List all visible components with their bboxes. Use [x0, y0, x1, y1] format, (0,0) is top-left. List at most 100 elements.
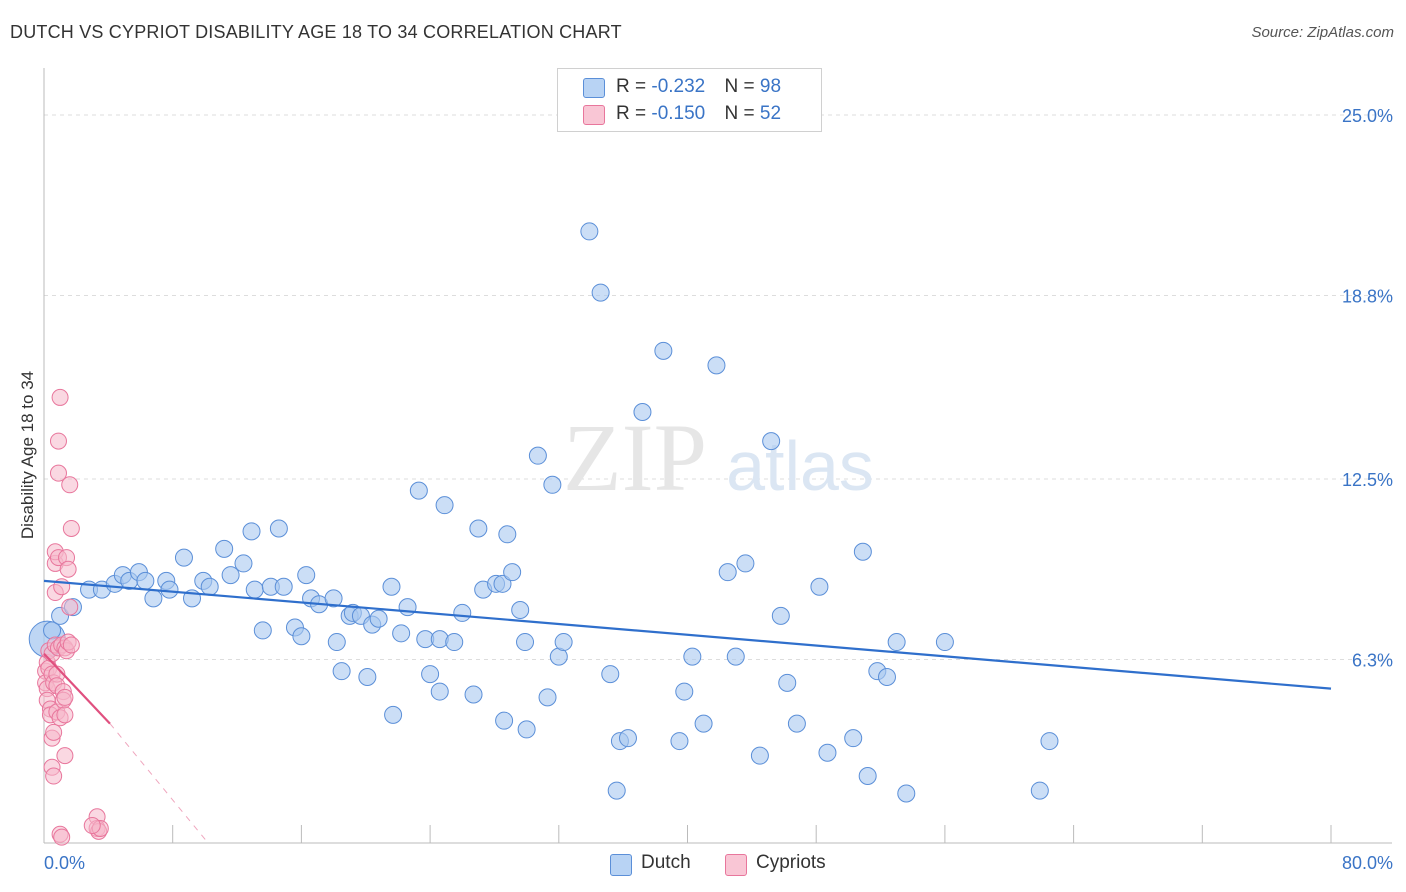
cypriots-point — [51, 388, 69, 406]
trend-lines — [43, 579, 1332, 844]
dutch-point — [858, 767, 877, 786]
dutch-point — [726, 647, 745, 666]
source-credit: Source: ZipAtlas.com — [1251, 24, 1394, 41]
dutch-point — [498, 525, 517, 544]
dutch-point — [543, 475, 562, 494]
cypriots-point — [56, 747, 74, 765]
dutch-point — [493, 574, 512, 593]
dutch-point — [750, 746, 769, 765]
dutch-point — [242, 522, 261, 541]
dutch-point — [435, 496, 454, 515]
y-tick-label: 12.5% — [1342, 470, 1393, 490]
dutch-point — [618, 729, 637, 748]
legend-cypriots-label: Cypriots — [756, 852, 826, 873]
dutch-point — [382, 577, 401, 596]
dutch-point — [253, 621, 272, 640]
cypriots-trend-extension — [109, 723, 209, 844]
dutch-point — [215, 539, 234, 558]
dutch-point — [778, 673, 797, 692]
x-tick-label-min: 0.0% — [44, 853, 85, 873]
dutch-point — [654, 341, 673, 360]
dutch-point — [398, 598, 417, 617]
dutch-point — [464, 685, 483, 704]
legend-cypriots-swatch — [725, 854, 747, 876]
cypriots-n-label: N = — [724, 103, 760, 124]
dutch-point — [327, 633, 346, 652]
dutch-point — [736, 554, 755, 573]
cypriots-point — [83, 817, 101, 835]
dutch-point — [633, 402, 652, 421]
dutch-point — [292, 627, 311, 646]
watermark-zip: ZIP — [563, 404, 707, 511]
axis-ticks — [43, 825, 1332, 843]
dutch-point — [511, 601, 530, 620]
y-axis-label: Disability Age 18 to 34 — [18, 370, 37, 540]
dutch-point — [221, 566, 240, 585]
legend-item-cypriots: Cypriots — [725, 852, 826, 876]
cypriots-points — [37, 388, 109, 846]
cypriots-point — [45, 723, 63, 741]
dutch-point — [683, 647, 702, 666]
legend-dutch-label: Dutch — [641, 852, 691, 873]
dutch-point — [887, 633, 906, 652]
cypriots-point — [49, 432, 67, 450]
dutch-point — [818, 743, 837, 762]
dutch-point — [234, 554, 253, 573]
dutch-point — [707, 356, 726, 375]
dutch-point — [516, 633, 535, 652]
cypriots-point — [53, 828, 71, 846]
cypriots-n-value: 52 — [759, 103, 782, 124]
dutch-point — [358, 668, 377, 687]
dutch-point — [160, 580, 179, 599]
dutch-r-value: -0.232 — [651, 76, 706, 97]
grid-lines — [44, 114, 1392, 661]
dutch-point — [771, 606, 790, 625]
dutch-point — [332, 662, 351, 681]
y-tick-label: 18.8% — [1342, 287, 1393, 307]
cypriots-point — [61, 476, 79, 494]
cypriots-point — [45, 767, 63, 785]
dutch-point — [384, 705, 403, 724]
dutch-point — [421, 665, 440, 684]
cypriots-point — [62, 519, 80, 537]
axes — [43, 68, 1392, 844]
dutch-point — [274, 577, 293, 596]
dutch-swatch — [583, 78, 605, 98]
dutch-trend-line — [43, 579, 1332, 690]
dutch-point — [245, 580, 264, 599]
dutch-point — [1030, 781, 1049, 800]
cypriots-point — [49, 464, 67, 482]
dutch-point — [430, 630, 449, 649]
dutch-r-label: R = — [616, 76, 652, 97]
cypriots-r-label: R = — [616, 103, 652, 124]
cypriots-r-value: -0.150 — [651, 103, 706, 124]
dutch-point — [430, 682, 449, 701]
dutch-point — [718, 563, 737, 582]
dutch-point — [174, 548, 193, 567]
tick-labels: 6.3% 12.5% 18.8% 25.0% 0.0% 80.0% — [44, 106, 1393, 873]
cypriots-swatch — [583, 105, 605, 125]
cypriots-point — [59, 560, 77, 578]
dutch-point — [324, 589, 343, 608]
dutch-n-label: N = — [724, 76, 760, 97]
dutch-point — [607, 781, 626, 800]
dutch-points — [28, 222, 1059, 803]
dutch-point — [445, 633, 464, 652]
legend-item-dutch: Dutch — [610, 852, 691, 876]
dutch-point — [580, 222, 599, 241]
dutch-point — [144, 589, 163, 608]
dutch-point — [517, 720, 536, 739]
y-tick-label: 25.0% — [1342, 106, 1393, 126]
dutch-point — [787, 714, 806, 733]
dutch-point — [369, 609, 388, 628]
zipatlas-watermark: ZIP atlas — [563, 404, 874, 511]
dutch-point — [200, 577, 219, 596]
dutch-point — [601, 665, 620, 684]
cypriots-point — [56, 688, 74, 706]
dutch-point — [694, 714, 713, 733]
y-tick-label: 6.3% — [1352, 651, 1393, 671]
dutch-point — [554, 633, 573, 652]
legend-row-cypriots: R = -0.150 N = 52 — [583, 103, 782, 125]
legend-row-dutch: R = -0.232 N = 98 — [583, 76, 781, 98]
cypriots-trend-line — [43, 652, 111, 725]
